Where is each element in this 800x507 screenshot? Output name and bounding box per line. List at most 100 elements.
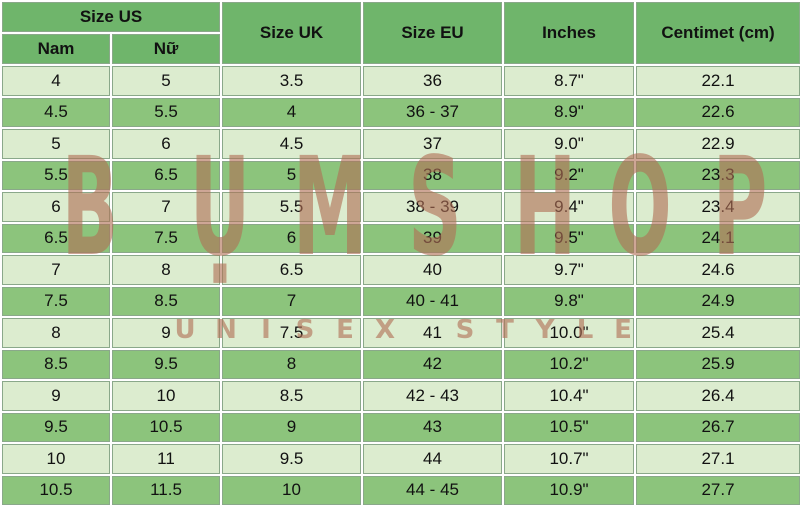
cell-nu: 6 bbox=[112, 129, 221, 159]
cell-cm: 27.7 bbox=[636, 475, 800, 505]
cell-uk: 5 bbox=[222, 160, 362, 190]
cell-nu: 10.5 bbox=[112, 412, 221, 442]
cell-eu: 43 bbox=[363, 412, 503, 442]
cell-eu: 42 bbox=[363, 349, 503, 379]
cell-nam: 8.5 bbox=[2, 349, 110, 379]
cell-cm: 22.6 bbox=[636, 97, 800, 127]
cell-inches: 10.9" bbox=[504, 475, 635, 505]
table-row: 8.5 9.5 8 42 10.2" 25.9 bbox=[2, 349, 800, 379]
cell-uk: 3.5 bbox=[222, 66, 362, 96]
cell-uk: 8.5 bbox=[222, 381, 362, 411]
cell-uk: 6 bbox=[222, 223, 362, 253]
cell-eu: 40 - 41 bbox=[363, 286, 503, 316]
cell-eu: 44 - 45 bbox=[363, 475, 503, 505]
cell-uk: 5.5 bbox=[222, 192, 362, 222]
cell-nam: 8 bbox=[2, 318, 110, 348]
cell-nam: 5.5 bbox=[2, 160, 110, 190]
cell-nam: 9 bbox=[2, 381, 110, 411]
table-row: 6.5 7.5 6 39 9.5" 24.1 bbox=[2, 223, 800, 253]
cell-eu: 38 bbox=[363, 160, 503, 190]
table-row: 7.5 8.5 7 40 - 41 9.8" 24.9 bbox=[2, 286, 800, 316]
cell-nam: 10.5 bbox=[2, 475, 110, 505]
header-nu: Nữ bbox=[112, 34, 221, 64]
cell-cm: 26.7 bbox=[636, 412, 800, 442]
table-row: 7 8 6.5 40 9.7" 24.6 bbox=[2, 255, 800, 285]
cell-nu: 9.5 bbox=[112, 349, 221, 379]
cell-inches: 9.7" bbox=[504, 255, 635, 285]
cell-uk: 8 bbox=[222, 349, 362, 379]
cell-inches: 8.7" bbox=[504, 66, 635, 96]
table-row: 8 9 7.5 41 10.0" 25.4 bbox=[2, 318, 800, 348]
cell-cm: 26.4 bbox=[636, 381, 800, 411]
cell-nu: 6.5 bbox=[112, 160, 221, 190]
cell-eu: 41 bbox=[363, 318, 503, 348]
cell-eu: 40 bbox=[363, 255, 503, 285]
cell-nam: 6 bbox=[2, 192, 110, 222]
header-nam: Nam bbox=[2, 34, 110, 64]
cell-cm: 27.1 bbox=[636, 444, 800, 474]
cell-uk: 7.5 bbox=[222, 318, 362, 348]
cell-cm: 24.1 bbox=[636, 223, 800, 253]
table-row: 6 7 5.5 38 - 39 9.4" 23.4 bbox=[2, 192, 800, 222]
cell-eu: 36 bbox=[363, 66, 503, 96]
cell-nu: 11.5 bbox=[112, 475, 221, 505]
cell-nu: 8 bbox=[112, 255, 221, 285]
cell-nam: 10 bbox=[2, 444, 110, 474]
header-size-uk: Size UK bbox=[222, 2, 362, 64]
cell-nu: 7 bbox=[112, 192, 221, 222]
table-row: 4 5 3.5 36 8.7" 22.1 bbox=[2, 66, 800, 96]
cell-inches: 10.0" bbox=[504, 318, 635, 348]
cell-cm: 24.9 bbox=[636, 286, 800, 316]
table-row: 10.5 11.5 10 44 - 45 10.9" 27.7 bbox=[2, 475, 800, 505]
cell-inches: 9.8" bbox=[504, 286, 635, 316]
cell-inches: 9.0" bbox=[504, 129, 635, 159]
header-size-us: Size US bbox=[2, 2, 221, 32]
header-inches: Inches bbox=[504, 2, 635, 64]
cell-nam: 7 bbox=[2, 255, 110, 285]
cell-cm: 24.6 bbox=[636, 255, 800, 285]
cell-cm: 23.4 bbox=[636, 192, 800, 222]
cell-uk: 9 bbox=[222, 412, 362, 442]
cell-eu: 38 - 39 bbox=[363, 192, 503, 222]
cell-inches: 10.4" bbox=[504, 381, 635, 411]
cell-uk: 10 bbox=[222, 475, 362, 505]
cell-nam: 4.5 bbox=[2, 97, 110, 127]
cell-nu: 9 bbox=[112, 318, 221, 348]
cell-inches: 10.5" bbox=[504, 412, 635, 442]
cell-nam: 7.5 bbox=[2, 286, 110, 316]
cell-nam: 9.5 bbox=[2, 412, 110, 442]
cell-eu: 39 bbox=[363, 223, 503, 253]
cell-nu: 7.5 bbox=[112, 223, 221, 253]
cell-nam: 5 bbox=[2, 129, 110, 159]
cell-cm: 23.3 bbox=[636, 160, 800, 190]
cell-inches: 9.5" bbox=[504, 223, 635, 253]
cell-nu: 10 bbox=[112, 381, 221, 411]
cell-uk: 4 bbox=[222, 97, 362, 127]
cell-inches: 9.4" bbox=[504, 192, 635, 222]
cell-nu: 8.5 bbox=[112, 286, 221, 316]
cell-eu: 44 bbox=[363, 444, 503, 474]
cell-inches: 8.9" bbox=[504, 97, 635, 127]
cell-cm: 22.1 bbox=[636, 66, 800, 96]
cell-uk: 6.5 bbox=[222, 255, 362, 285]
cell-uk: 4.5 bbox=[222, 129, 362, 159]
cell-cm: 25.9 bbox=[636, 349, 800, 379]
cell-nam: 6.5 bbox=[2, 223, 110, 253]
header-size-eu: Size EU bbox=[363, 2, 503, 64]
cell-inches: 9.2" bbox=[504, 160, 635, 190]
cell-eu: 36 - 37 bbox=[363, 97, 503, 127]
cell-cm: 25.4 bbox=[636, 318, 800, 348]
header-centimet: Centimet (cm) bbox=[636, 2, 800, 64]
cell-nu: 11 bbox=[112, 444, 221, 474]
table-row: 5 6 4.5 37 9.0" 22.9 bbox=[2, 129, 800, 159]
cell-inches: 10.7" bbox=[504, 444, 635, 474]
table-row: 10 11 9.5 44 10.7" 27.1 bbox=[2, 444, 800, 474]
cell-inches: 10.2" bbox=[504, 349, 635, 379]
table-row: 9.5 10.5 9 43 10.5" 26.7 bbox=[2, 412, 800, 442]
cell-eu: 42 - 43 bbox=[363, 381, 503, 411]
cell-cm: 22.9 bbox=[636, 129, 800, 159]
cell-nu: 5 bbox=[112, 66, 221, 96]
table-row: 9 10 8.5 42 - 43 10.4" 26.4 bbox=[2, 381, 800, 411]
table-row: 5.5 6.5 5 38 9.2" 23.3 bbox=[2, 160, 800, 190]
